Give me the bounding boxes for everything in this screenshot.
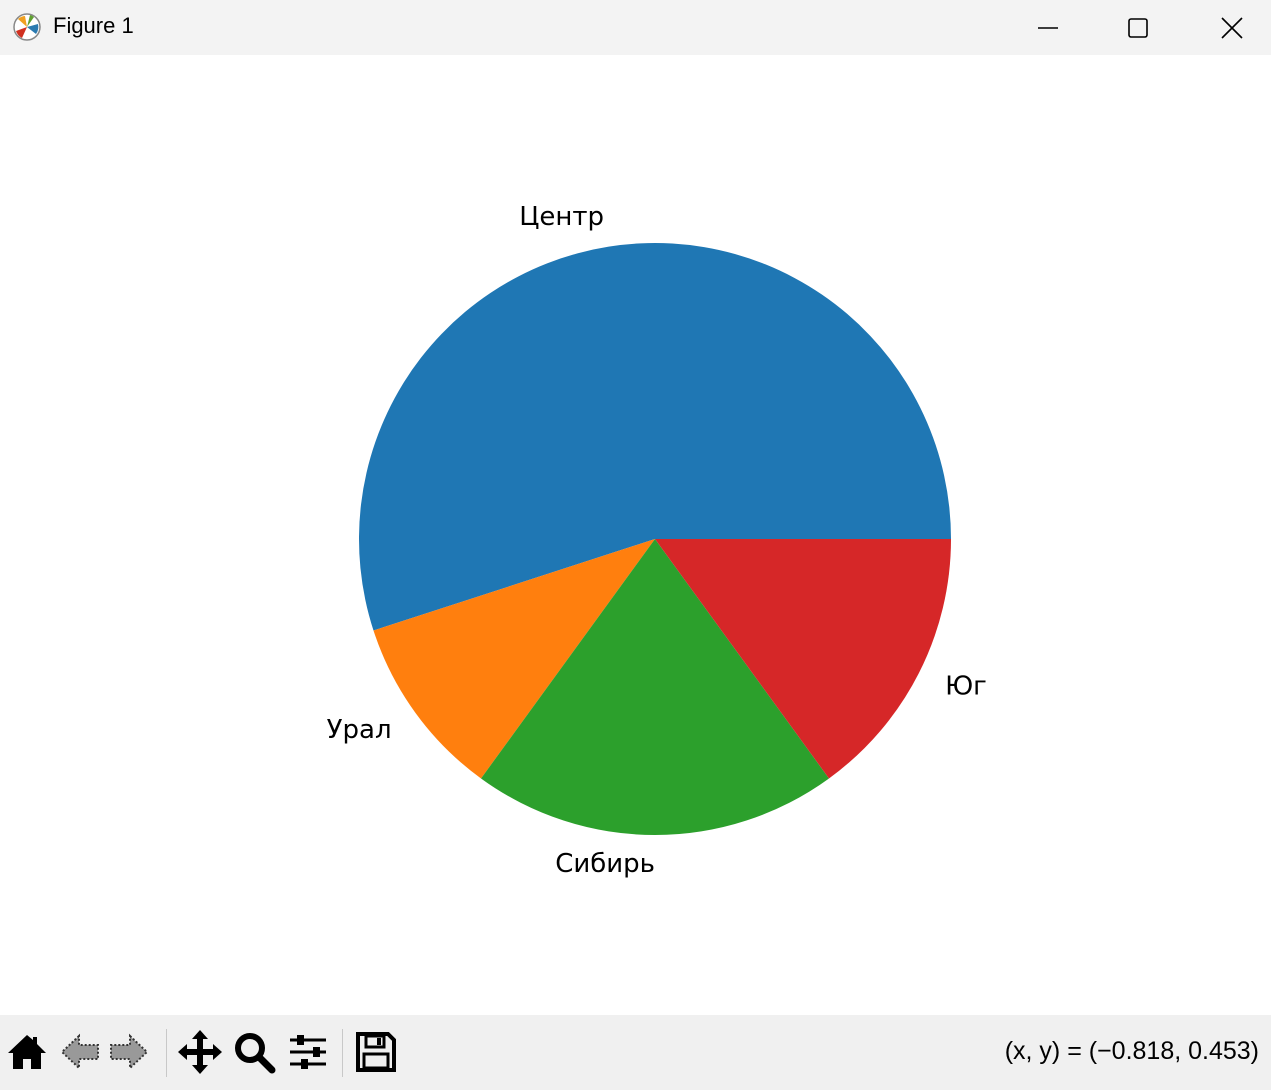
maximize-button[interactable] — [1093, 0, 1183, 55]
close-button[interactable] — [1187, 0, 1271, 55]
maximize-icon — [1128, 17, 1148, 38]
window-title: Figure 1 — [53, 13, 134, 38]
pie-slice-3 — [481, 539, 829, 835]
close-icon — [1221, 16, 1243, 39]
home-button[interactable] — [4, 1027, 50, 1077]
pie-label: Центр — [519, 202, 604, 232]
minimize-button[interactable] — [1003, 0, 1093, 55]
move-icon — [178, 1030, 222, 1074]
toolbar-separator — [166, 1029, 167, 1077]
pan-button[interactable] — [177, 1027, 223, 1077]
magnifier-icon — [235, 1033, 276, 1074]
back-button[interactable] — [57, 1027, 103, 1077]
pie-label: Юг — [945, 671, 987, 701]
pie-slice-2 — [373, 539, 655, 779]
save-button[interactable] — [353, 1027, 399, 1077]
floppy-icon — [356, 1032, 396, 1072]
matplotlib-logo-icon — [13, 13, 41, 41]
zoom-button[interactable] — [231, 1027, 277, 1077]
cursor-coordinates: (x, y) = (−0.818, 0.453) — [1004, 1037, 1259, 1065]
arrow-left-icon — [60, 1033, 99, 1071]
arrow-right-icon — [110, 1033, 149, 1071]
home-icon — [8, 1035, 46, 1069]
toolbar-separator — [342, 1029, 343, 1077]
pie-slice-1 — [359, 243, 951, 631]
navigation-toolbar: (x, y) = (−0.818, 0.453) — [0, 1015, 1271, 1090]
pie-label: Урал — [327, 715, 392, 745]
pie-label: Сибирь — [555, 849, 655, 879]
pie-slice-4 — [655, 539, 951, 779]
sliders-icon — [290, 1035, 326, 1069]
forward-button[interactable] — [106, 1027, 152, 1077]
minimize-icon — [1038, 26, 1058, 29]
pie-chart: Центр Урал Сибирь Юг — [327, 202, 987, 879]
figure-canvas[interactable]: Центр Урал Сибирь Юг — [0, 55, 1271, 1015]
title-bar: Figure 1 — [0, 0, 1271, 55]
configure-subplots-button[interactable] — [285, 1027, 331, 1077]
